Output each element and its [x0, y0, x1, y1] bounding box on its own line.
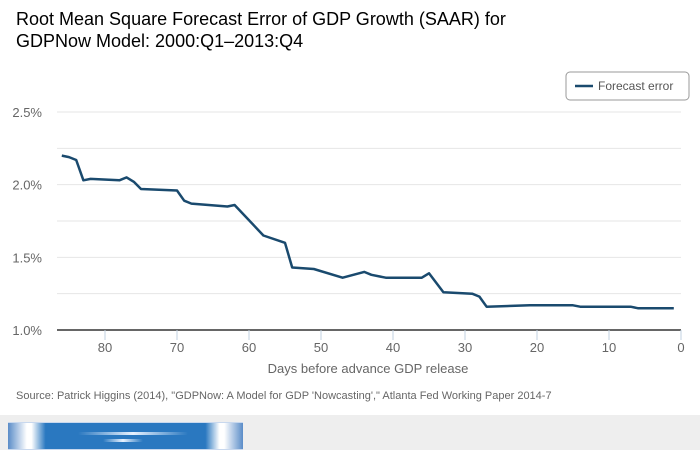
y-tick-label: 2.0%: [12, 178, 42, 193]
legend[interactable]: Forecast error: [565, 71, 690, 101]
y-tick-label: 2.5%: [12, 105, 42, 120]
x-tick-label: 80: [98, 340, 112, 355]
x-tick-label: 30: [458, 340, 472, 355]
x-axis-ticks: 80 70 60 50 40 30 20 10 0: [98, 330, 685, 355]
series-group: [61, 154, 674, 310]
banner-streak: [78, 432, 188, 435]
x-tick-label: 10: [602, 340, 616, 355]
chart-title-line-2: GDPNow Model: 2000:Q1–2013:Q4: [16, 31, 303, 51]
gridlines: [57, 111, 681, 295]
legend-item-forecast-error[interactable]: Forecast error: [598, 79, 673, 93]
x-tick-label: 40: [386, 340, 400, 355]
source-note: Source: Patrick Higgins (2014), "GDPNow:…: [16, 390, 552, 402]
banner-streak: [103, 439, 143, 442]
y-tick-label: 1.5%: [12, 250, 42, 265]
y-axis-ticks: 1.0% 1.5% 2.0% 2.5%: [12, 105, 42, 338]
x-tick-label: 60: [242, 340, 256, 355]
chart: Root Mean Square Forecast Error of GDP G…: [12, 9, 690, 402]
x-tick-label: 20: [530, 340, 544, 355]
chart-title-line-1: Root Mean Square Forecast Error of GDP G…: [16, 9, 506, 29]
help-banner-image[interactable]: [8, 422, 243, 450]
x-axis-title: Days before advance GDP release: [268, 361, 469, 376]
y-tick-label: 1.0%: [12, 323, 42, 338]
x-tick-label: 70: [170, 340, 184, 355]
x-tick-label: 50: [314, 340, 328, 355]
x-tick-label: 0: [677, 340, 684, 355]
series-line-forecast-error[interactable]: [61, 154, 674, 310]
legend-box: [565, 71, 690, 101]
